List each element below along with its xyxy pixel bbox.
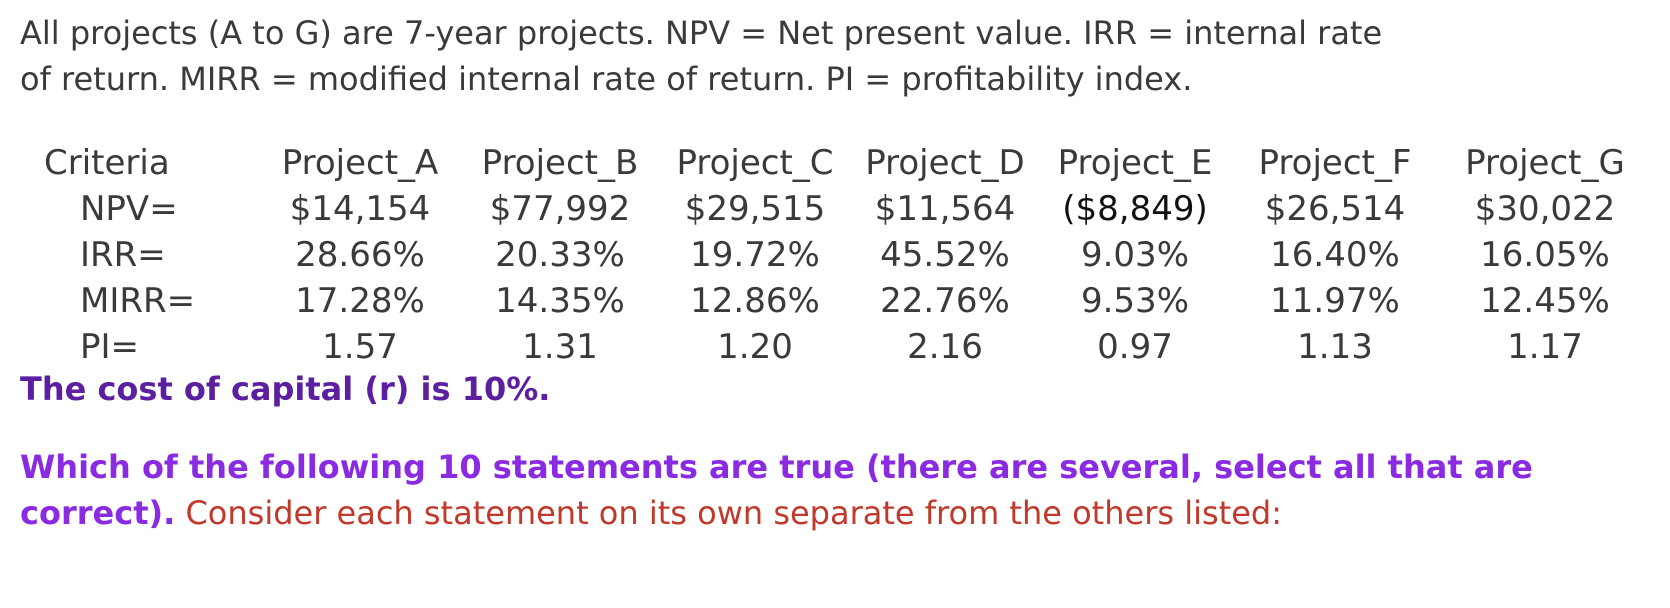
pi-project-g: 1.17 <box>1507 327 1583 367</box>
mirr-project-e: 9.53% <box>1080 281 1189 321</box>
npv-project-b: $77,992 <box>489 189 631 229</box>
pi-row: PI= 1.57 1.31 1.20 2.16 0.97 1.13 1.17 <box>38 324 1650 370</box>
criteria-table: Criteria Project_A Project_B Project_C P… <box>38 140 1650 370</box>
irr-project-d: 45.52% <box>880 235 1010 275</box>
pi-project-c: 1.20 <box>717 327 793 367</box>
pi-project-e: 0.97 <box>1097 327 1173 367</box>
instruction-text: Consider each statement on its own separ… <box>175 494 1282 532</box>
criteria-header: Criteria <box>44 143 170 183</box>
project-e-header: Project_E <box>1057 143 1213 183</box>
project-c-header: Project_C <box>676 143 834 183</box>
irr-project-b: 20.33% <box>495 235 625 275</box>
intro-line-1: All projects (A to G) are 7-year project… <box>20 14 1383 52</box>
cost-of-capital-text: The cost of capital (r) is 10%. <box>20 370 551 408</box>
project-d-header: Project_D <box>865 143 1025 183</box>
question-line-1: Which of the following 10 statements are… <box>20 448 1533 486</box>
project-g-header: Project_G <box>1465 143 1625 183</box>
mirr-project-f: 11.97% <box>1270 281 1400 321</box>
table-header-row: Criteria Project_A Project_B Project_C P… <box>38 140 1650 186</box>
question-line-2: correct). Consider each statement on its… <box>20 490 1520 536</box>
npv-project-a: $14,154 <box>289 189 431 229</box>
mirr-row: MIRR= 17.28% 14.35% 12.86% 22.76% 9.53% … <box>38 278 1650 324</box>
pi-project-d: 2.16 <box>907 327 983 367</box>
question-text: Which of the following 10 statements are… <box>20 444 1533 536</box>
mirr-project-g: 12.45% <box>1480 281 1610 321</box>
irr-label: IRR= <box>80 235 166 275</box>
npv-row: NPV= $14,154 $77,992 $29,515 $11,564 ($8… <box>38 186 1650 232</box>
project-a-header: Project_A <box>281 143 439 183</box>
npv-project-f: $26,514 <box>1264 189 1406 229</box>
irr-project-e: 9.03% <box>1080 235 1189 275</box>
intro-text: All projects (A to G) are 7-year project… <box>20 10 1520 102</box>
intro-line-2: of return. MIRR = modified internal rate… <box>20 60 1193 98</box>
pi-project-b: 1.31 <box>522 327 598 367</box>
npv-project-e: ($8,849) <box>1062 189 1208 229</box>
pi-project-f: 1.13 <box>1297 327 1373 367</box>
npv-label: NPV= <box>80 189 178 229</box>
npv-project-g: $30,022 <box>1474 189 1616 229</box>
project-b-header: Project_B <box>481 143 639 183</box>
mirr-project-a: 17.28% <box>295 281 425 321</box>
project-f-header: Project_F <box>1258 143 1412 183</box>
irr-project-g: 16.05% <box>1480 235 1610 275</box>
pi-project-a: 1.57 <box>322 327 398 367</box>
mirr-project-c: 12.86% <box>690 281 820 321</box>
irr-project-c: 19.72% <box>690 235 820 275</box>
npv-project-d: $11,564 <box>874 189 1016 229</box>
pi-label: PI= <box>80 327 140 367</box>
irr-project-a: 28.66% <box>295 235 425 275</box>
question-line-2-bold: correct). <box>20 494 176 532</box>
irr-project-f: 16.40% <box>1270 235 1400 275</box>
npv-project-c: $29,515 <box>684 189 826 229</box>
mirr-project-b: 14.35% <box>495 281 625 321</box>
mirr-project-d: 22.76% <box>880 281 1010 321</box>
mirr-label: MIRR= <box>80 281 196 321</box>
irr-row: IRR= 28.66% 20.33% 19.72% 45.52% 9.03% 1… <box>38 232 1650 278</box>
